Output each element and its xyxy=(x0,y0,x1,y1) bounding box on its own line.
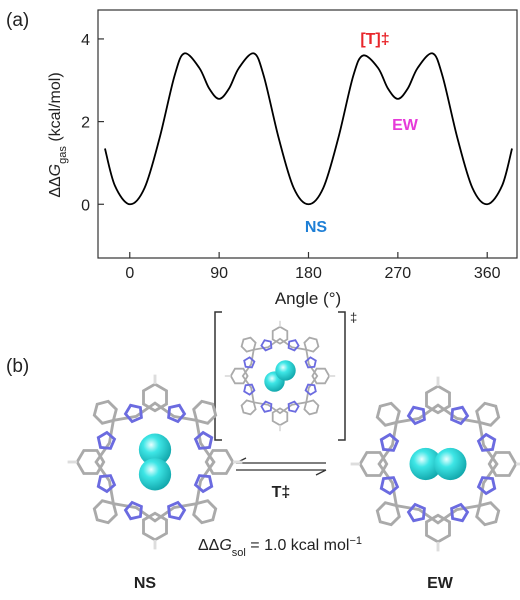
molecule xyxy=(68,375,243,550)
annotation: [T]‡ xyxy=(360,31,389,48)
panel-label: (b) xyxy=(6,356,29,377)
y-label-subscript: gas xyxy=(57,146,69,164)
benzene xyxy=(94,401,116,423)
y-tick-label: 0 xyxy=(81,197,90,214)
annotation: EW xyxy=(392,117,419,134)
benzene xyxy=(144,384,167,411)
benzene xyxy=(242,400,256,414)
benzene xyxy=(489,453,516,476)
benzene xyxy=(427,386,450,413)
y-axis-label: ΔΔGgas (kcal/mol) xyxy=(47,72,69,197)
benzene xyxy=(377,503,399,525)
energy-label: ΔΔGsol = 1.0 kcal mol−1 xyxy=(198,535,362,559)
energy-superscript: −1 xyxy=(349,535,362,547)
x-axis-label: Angle (°) xyxy=(275,289,341,308)
x-tick-label: 270 xyxy=(385,265,412,282)
transition-label: T‡ xyxy=(272,484,291,501)
annotation: NS xyxy=(305,219,328,236)
equilibrium-arrow xyxy=(236,458,326,475)
energy-text: = 1.0 kcal mol xyxy=(246,537,350,554)
x-tick-label: 90 xyxy=(210,265,228,282)
x-tick-label: 360 xyxy=(474,265,501,282)
y-tick-label: 2 xyxy=(81,115,90,132)
benzene xyxy=(77,451,104,474)
x-tick-label: 180 xyxy=(295,265,322,282)
benzene xyxy=(477,503,499,525)
energy-symbol: ΔΔ xyxy=(198,537,220,554)
benzene xyxy=(377,403,399,425)
benzene xyxy=(273,327,288,344)
dagger: ‡ xyxy=(350,310,357,325)
guest-atom xyxy=(139,458,171,490)
y-tick-label: 4 xyxy=(81,32,90,49)
y-label-symbol: ΔΔ xyxy=(47,176,64,198)
benzene xyxy=(194,501,216,523)
benzene xyxy=(477,403,499,425)
benzene xyxy=(273,408,288,425)
y-label-unit: (kcal/mol) xyxy=(47,72,64,146)
benzene xyxy=(242,338,256,352)
benzene xyxy=(360,453,387,476)
molecule xyxy=(225,321,335,431)
benzene xyxy=(427,515,450,542)
benzene xyxy=(144,513,167,540)
energy-subscript: sol xyxy=(232,547,246,559)
energy-variable: G xyxy=(219,537,231,554)
benzene xyxy=(94,501,116,523)
left-label: NS xyxy=(134,575,157,592)
panel-label: (a) xyxy=(6,10,29,31)
benzene xyxy=(304,400,318,414)
guest-atom xyxy=(434,448,466,480)
benzene xyxy=(231,369,248,384)
x-tick-label: 0 xyxy=(125,265,134,282)
benzene xyxy=(194,401,216,423)
benzene xyxy=(206,451,233,474)
energy-curve xyxy=(105,53,512,204)
y-label-variable: G xyxy=(47,164,64,176)
benzene xyxy=(312,369,329,384)
guest-atom xyxy=(275,360,295,380)
right-label: EW xyxy=(427,575,454,592)
molecule xyxy=(351,377,520,552)
benzene xyxy=(304,338,318,352)
figure: (a) (b) ΔΔGgas (kcal/mol) Angle (°) ‡ T‡… xyxy=(0,0,520,600)
